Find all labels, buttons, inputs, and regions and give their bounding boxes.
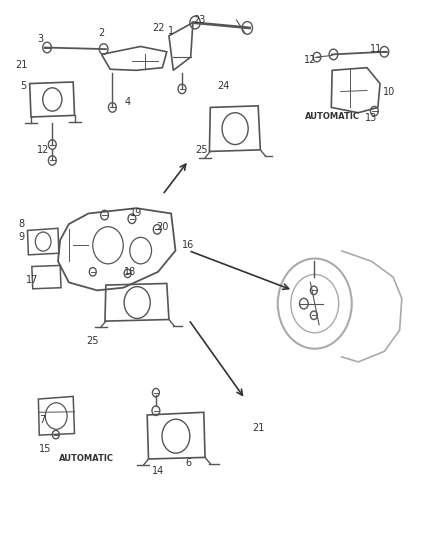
Text: 2: 2 [99,28,105,38]
Text: 14: 14 [152,466,164,475]
Text: 12: 12 [304,55,317,64]
Text: 5: 5 [20,81,26,91]
Text: 4: 4 [124,97,131,107]
Text: 15: 15 [39,445,51,455]
Text: 17: 17 [26,274,38,285]
Text: 21: 21 [252,423,265,433]
Text: 7: 7 [39,415,46,425]
Text: 11: 11 [370,44,382,54]
Text: 20: 20 [156,222,169,232]
Text: 6: 6 [185,458,191,467]
Text: 9: 9 [18,232,24,243]
Text: 13: 13 [365,113,378,123]
Text: 21: 21 [15,60,27,70]
Text: 12: 12 [36,145,49,155]
Text: 1: 1 [168,26,174,36]
Text: AUTOMATIC: AUTOMATIC [59,454,114,463]
Text: 22: 22 [152,23,164,33]
Text: 23: 23 [193,15,205,25]
Text: 25: 25 [195,145,208,155]
Text: 19: 19 [130,208,142,219]
Text: 16: 16 [182,240,194,251]
Text: 10: 10 [383,86,395,96]
Text: 3: 3 [38,34,44,44]
Text: 24: 24 [217,81,230,91]
Text: 25: 25 [87,336,99,346]
Text: AUTOMATIC: AUTOMATIC [305,112,360,122]
Text: 18: 18 [124,267,136,277]
Text: 8: 8 [18,219,24,229]
